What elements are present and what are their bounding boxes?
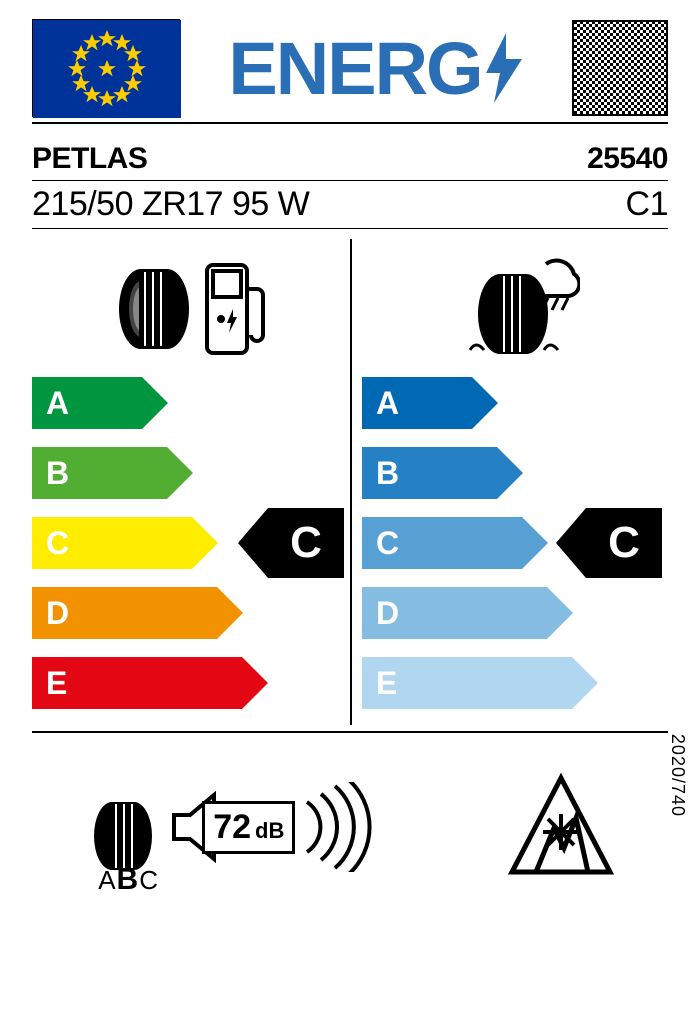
brand-name: PETLAS	[32, 142, 147, 176]
bar-row-C: CC	[362, 515, 668, 571]
rating-tag: C	[268, 508, 344, 578]
bar-label: D	[46, 595, 69, 632]
bottom-row: ABC 72 dB	[32, 731, 668, 921]
bar-label: A	[376, 385, 399, 422]
bar-row-E: E	[362, 655, 668, 711]
bar-label: E	[46, 665, 67, 702]
bar-E: E	[362, 657, 572, 709]
divider	[32, 228, 668, 229]
size-row: 215/50 ZR17 95 W C1	[32, 185, 668, 224]
snow-mountain-icon	[506, 772, 616, 882]
sound-waves-icon	[301, 782, 381, 872]
bar-row-B: B	[32, 445, 350, 501]
db-value: 72	[213, 808, 251, 847]
regulation-number: 2020/740	[667, 734, 688, 817]
tyre-class: C1	[626, 185, 668, 224]
bar-label: E	[376, 665, 397, 702]
wet-bars: ABCCDE	[362, 375, 668, 711]
bar-label: C	[376, 525, 399, 562]
tyre-size: 215/50 ZR17 95 W	[32, 185, 309, 224]
divider	[32, 180, 668, 181]
bar-C: C	[32, 517, 192, 569]
bar-label: B	[46, 455, 69, 492]
qr-code-icon	[572, 20, 668, 116]
bar-label: D	[376, 595, 399, 632]
db-box: 72 dB	[202, 801, 295, 854]
bar-row-D: D	[32, 585, 350, 641]
noise-class-letters: ABC	[98, 863, 159, 897]
noise-class-B: B	[117, 863, 140, 896]
energy-title: ENERG	[228, 26, 523, 111]
wet-icon-row	[362, 249, 668, 369]
bar-A: A	[32, 377, 142, 429]
charts-row: ABCCDE ABC	[32, 239, 668, 725]
header-row: ENERG	[32, 18, 668, 118]
eu-flag-icon	[32, 19, 180, 117]
wet-grip-chart: ABCCDE	[350, 239, 668, 725]
bar-row-A: A	[32, 375, 350, 431]
fuel-pump-icon	[201, 259, 271, 359]
brand-row: PETLAS 25540	[32, 142, 668, 176]
bar-row-E: E	[32, 655, 350, 711]
fuel-bars: ABCCDE	[32, 375, 350, 711]
noise-class-C: C	[139, 865, 159, 895]
bar-label: B	[376, 455, 399, 492]
bolt-icon	[484, 33, 524, 103]
fuel-icon-row	[32, 249, 350, 369]
energy-title-text: ENERG	[228, 26, 481, 111]
bar-row-B: B	[362, 445, 668, 501]
tyre-icon	[111, 264, 201, 354]
noise-section: ABC 72 dB	[84, 770, 381, 885]
bar-A: A	[362, 377, 472, 429]
bar-C: C	[362, 517, 522, 569]
noise-class-A: A	[98, 865, 116, 895]
model-code: 25540	[587, 142, 668, 176]
tyre-rain-icon	[450, 254, 580, 364]
bar-B: B	[362, 447, 497, 499]
bar-E: E	[32, 657, 242, 709]
bar-label: C	[46, 525, 69, 562]
rating-tag: C	[586, 508, 662, 578]
bar-row-C: CC	[32, 515, 350, 571]
fuel-efficiency-chart: ABCCDE	[32, 239, 350, 725]
bar-D: D	[362, 587, 547, 639]
bar-label: A	[46, 385, 69, 422]
bar-row-A: A	[362, 375, 668, 431]
db-unit: dB	[255, 818, 284, 844]
bar-D: D	[32, 587, 217, 639]
eu-tyre-label: ENERG PETLAS 25540 215/50 ZR17 95 W C1	[32, 18, 668, 1006]
bar-B: B	[32, 447, 167, 499]
divider	[32, 122, 668, 124]
bar-row-D: D	[362, 585, 668, 641]
